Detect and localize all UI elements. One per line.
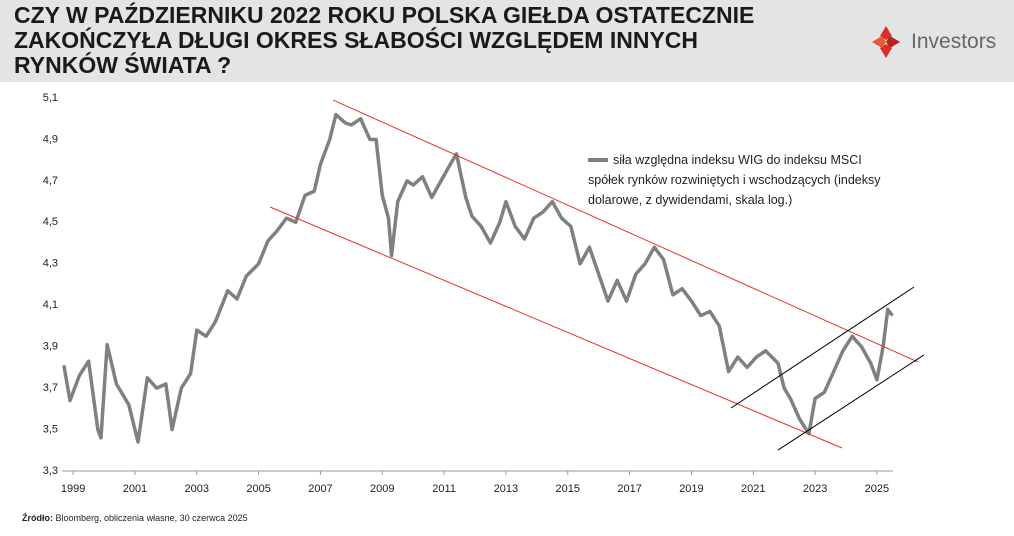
source-label: Źródło: bbox=[22, 513, 53, 523]
trend-line bbox=[332, 99, 919, 363]
legend-label: siła względna indeksu WIG do indeksu MSC… bbox=[588, 153, 881, 207]
x-tick-label: 2007 bbox=[308, 483, 332, 495]
legend-swatch bbox=[588, 158, 608, 162]
x-tick-label: 2017 bbox=[617, 483, 641, 495]
x-tick-label: 2025 bbox=[865, 483, 889, 495]
y-tick-label: 3,9 bbox=[43, 341, 58, 353]
x-tick-label: 2011 bbox=[432, 483, 456, 495]
title-line: CZY W PAŹDZIERNIKU 2022 ROKU POLSKA GIEŁ… bbox=[14, 2, 755, 28]
y-tick-label: 4,5 bbox=[43, 216, 58, 228]
y-tick-label: 4,1 bbox=[43, 299, 58, 311]
y-tick-label: 4,9 bbox=[43, 133, 58, 145]
x-tick-label: 2015 bbox=[556, 483, 580, 495]
x-tick-label: 2009 bbox=[370, 483, 394, 495]
x-tick-label: 2003 bbox=[185, 483, 209, 495]
x-tick-label: 2013 bbox=[494, 483, 518, 495]
title-line: RYNKÓW ŚWIATA ? bbox=[14, 52, 232, 78]
title-line: ZAKOŃCZYŁA DŁUGI OKRES SŁABOŚCI WZGLĘDEM… bbox=[14, 27, 699, 53]
x-tick-label: 1999 bbox=[61, 483, 85, 495]
x-tick-label: 2005 bbox=[246, 483, 270, 495]
source: Źródło: Bloomberg, obliczenia własne, 30… bbox=[22, 513, 248, 523]
y-tick-label: 4,3 bbox=[43, 258, 58, 270]
x-tick-label: 2001 bbox=[123, 483, 147, 495]
legend: siła względna indeksu WIG do indeksu MSC… bbox=[588, 150, 898, 210]
x-tick-label: 2019 bbox=[679, 483, 703, 495]
chart-title: CZY W PAŹDZIERNIKU 2022 ROKU POLSKA GIEŁ… bbox=[14, 3, 754, 78]
trend-line bbox=[777, 354, 925, 451]
logo-text: Investors bbox=[911, 30, 997, 53]
y-tick-label: 3,5 bbox=[43, 423, 58, 435]
y-tick-label: 5,1 bbox=[43, 92, 58, 104]
y-tick-label: 3,3 bbox=[43, 465, 58, 477]
trend-line bbox=[269, 206, 843, 449]
x-tick-label: 2021 bbox=[741, 483, 765, 495]
y-tick-label: 3,7 bbox=[43, 382, 58, 394]
source-text: Bloomberg, obliczenia własne, 30 czerwca… bbox=[55, 513, 248, 523]
y-tick-label: 4,7 bbox=[43, 175, 58, 187]
logo-icon bbox=[872, 26, 900, 58]
trend-line bbox=[730, 286, 915, 409]
logo: Investors bbox=[866, 24, 1006, 60]
banner: CZY W PAŹDZIERNIKU 2022 ROKU POLSKA GIEŁ… bbox=[0, 0, 1014, 82]
x-tick-label: 2023 bbox=[803, 483, 827, 495]
data-line bbox=[62, 112, 894, 444]
